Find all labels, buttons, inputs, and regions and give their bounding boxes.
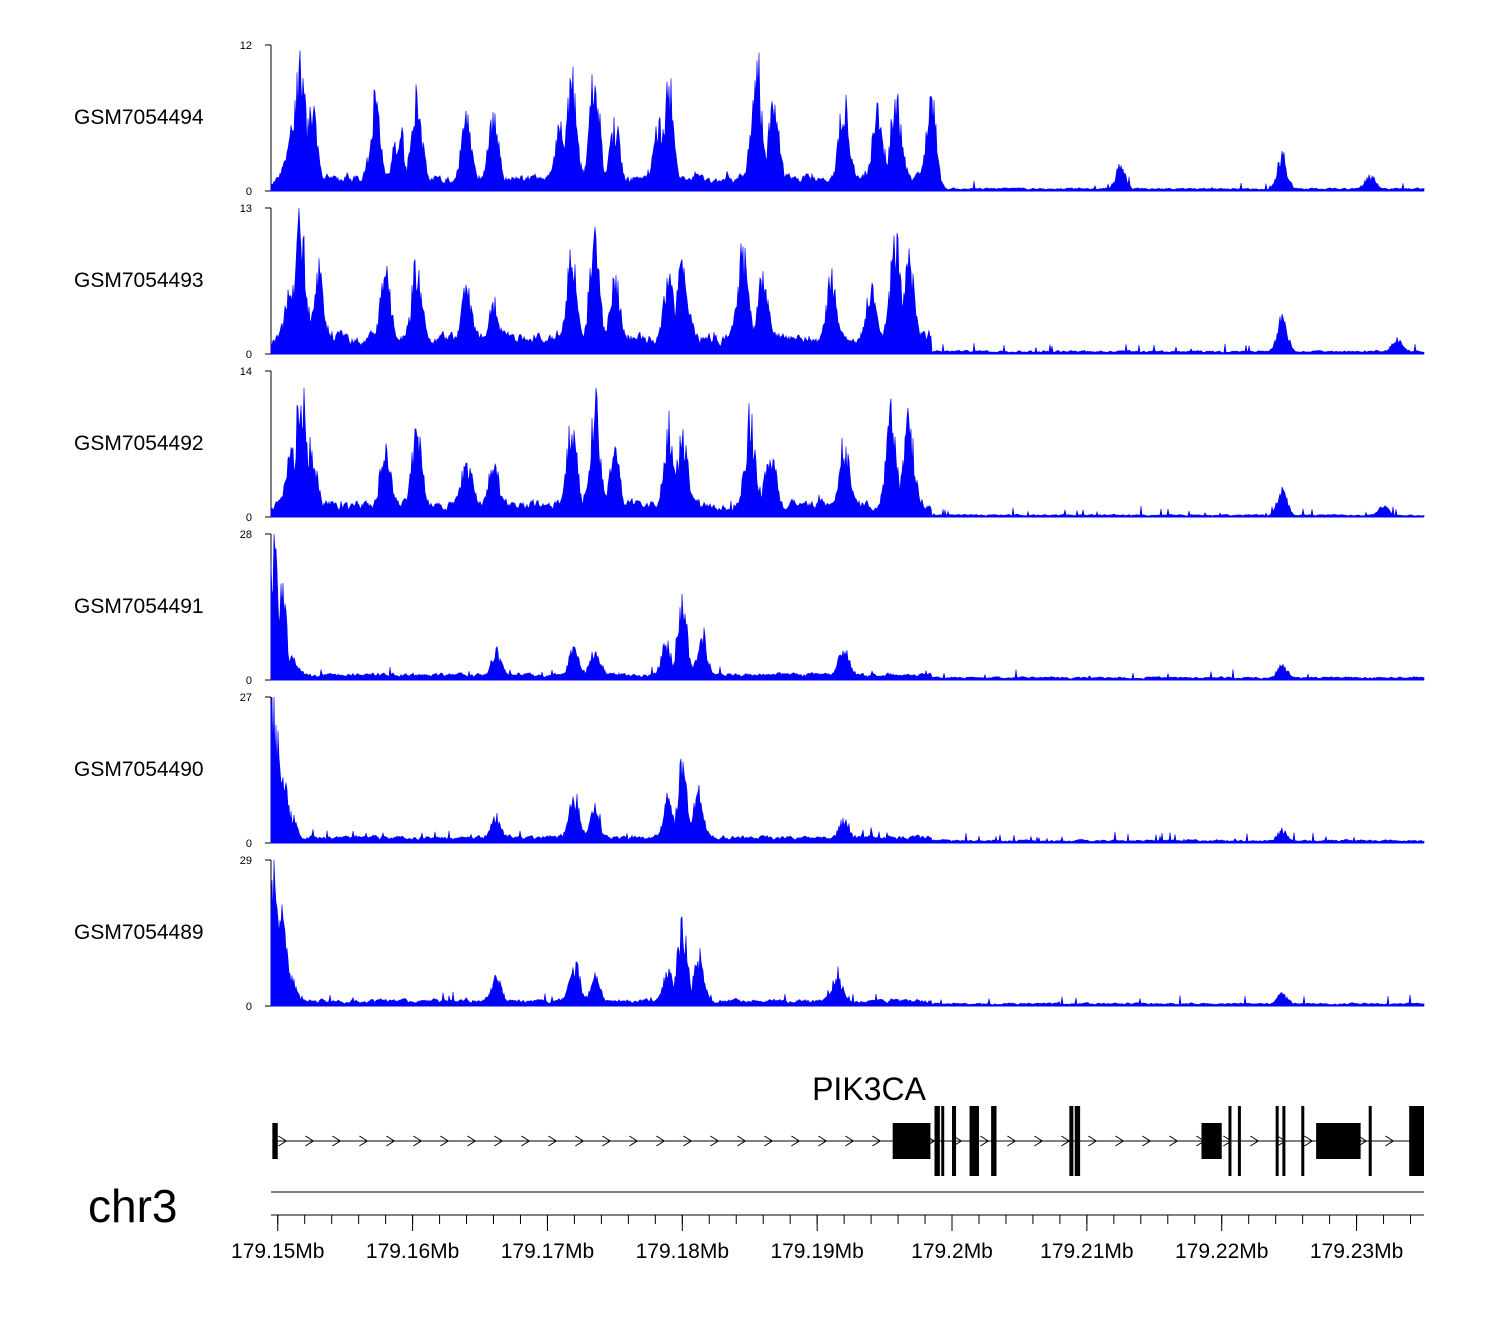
track-label: GSM7054491 xyxy=(74,595,204,618)
y-min-label: 0 xyxy=(246,1001,252,1013)
y-min-label: 0 xyxy=(246,838,252,850)
exon xyxy=(934,1106,940,1176)
strand-arrow xyxy=(1304,1135,1314,1147)
track-label: GSM7054492 xyxy=(74,432,204,455)
exon xyxy=(1368,1106,1372,1176)
axis-tick-label: 179.15Mb xyxy=(231,1240,324,1263)
axis-tick-label: 179.18Mb xyxy=(636,1240,729,1263)
coverage-area xyxy=(270,533,1425,681)
strand-arrow xyxy=(872,1135,882,1147)
strand-arrow xyxy=(1169,1135,1179,1147)
strand-arrow xyxy=(305,1135,315,1147)
strand-arrow xyxy=(359,1135,369,1147)
coverage-area xyxy=(270,696,1425,844)
track-label: GSM7054489 xyxy=(74,921,204,944)
strand-arrow xyxy=(1250,1135,1260,1147)
strand-arrow xyxy=(737,1135,747,1147)
y-min-label: 0 xyxy=(246,675,252,687)
coverage-track: GSM7054491 28 0 xyxy=(74,529,1425,687)
strand-arrow xyxy=(683,1135,693,1147)
chromosome-label: chr3 xyxy=(88,1180,177,1232)
strand-arrow xyxy=(1142,1135,1152,1147)
y-min-label: 0 xyxy=(246,349,252,361)
coverage-tracks: GSM7054494120GSM7054493130GSM7054492140G… xyxy=(74,40,1425,1013)
track-label: GSM7054490 xyxy=(74,758,204,781)
track-label: GSM7054494 xyxy=(74,106,204,129)
axis-tick-label: 179.19Mb xyxy=(770,1240,863,1263)
strand-arrow xyxy=(1358,1135,1368,1147)
y-min-label: 0 xyxy=(246,186,252,198)
exon xyxy=(941,1106,945,1176)
genome-axis: chr3 179.15Mb 179.16Mb 179.17Mb 179.18Mb 179… xyxy=(88,1180,1424,1263)
strand-arrow xyxy=(656,1135,666,1147)
exon xyxy=(952,1106,957,1176)
strand-arrow xyxy=(1088,1135,1098,1147)
axis-tick-label: 179.21Mb xyxy=(1040,1240,1133,1263)
exon xyxy=(1301,1106,1305,1176)
strand-arrow xyxy=(818,1135,828,1147)
y-max-label: 27 xyxy=(240,692,252,704)
strand-arrow xyxy=(1007,1135,1017,1147)
strand-arrow xyxy=(845,1135,855,1147)
y-max-label: 28 xyxy=(240,529,252,541)
axis-tick-label: 179.22Mb xyxy=(1175,1240,1268,1263)
exon xyxy=(1316,1123,1361,1159)
exon xyxy=(1409,1106,1413,1176)
strand-arrow xyxy=(791,1135,801,1147)
y-min-label: 0 xyxy=(246,512,252,524)
strand-arrow xyxy=(440,1135,450,1147)
exon xyxy=(1228,1106,1232,1176)
axis-tick-label: 179.2Mb xyxy=(911,1240,993,1263)
strand-arrow xyxy=(629,1135,639,1147)
axis-tick-label: 179.23Mb xyxy=(1310,1240,1403,1263)
track-label: GSM7054493 xyxy=(74,269,204,292)
y-max-label: 13 xyxy=(240,203,252,215)
coverage-area xyxy=(270,387,1425,518)
axis-tick-label: 179.16Mb xyxy=(366,1240,459,1263)
coverage-area xyxy=(270,50,1425,192)
coverage-area xyxy=(270,859,1425,1007)
exon xyxy=(1201,1123,1222,1159)
axis-tick-label: 179.17Mb xyxy=(501,1240,594,1263)
coverage-track: GSM7054493 13 0 xyxy=(74,203,1425,361)
y-max-label: 12 xyxy=(240,40,252,52)
strand-arrow xyxy=(980,1135,990,1147)
exon xyxy=(1237,1106,1241,1176)
exon xyxy=(1282,1106,1286,1176)
y-max-label: 29 xyxy=(240,855,252,867)
coverage-track: GSM7054494 12 0 xyxy=(74,40,1425,198)
strand-arrow xyxy=(548,1135,558,1147)
exon xyxy=(892,1123,931,1159)
exon xyxy=(1411,1106,1424,1176)
strand-arrow xyxy=(602,1135,612,1147)
gene-track: PIK3CA xyxy=(272,1071,1424,1176)
exon xyxy=(272,1123,278,1159)
strand-arrow xyxy=(1034,1135,1044,1147)
strand-arrow xyxy=(332,1135,342,1147)
coverage-track: GSM7054489 29 0 xyxy=(74,855,1425,1013)
strand-arrow xyxy=(467,1135,477,1147)
strand-arrow xyxy=(278,1135,288,1147)
strand-arrow xyxy=(710,1135,720,1147)
gene-name-label: PIK3CA xyxy=(812,1071,926,1107)
strand-arrow xyxy=(494,1135,504,1147)
exon xyxy=(969,1106,979,1176)
exon xyxy=(1074,1106,1081,1176)
strand-arrow xyxy=(521,1135,531,1147)
exon xyxy=(1069,1106,1074,1176)
strand-arrow xyxy=(386,1135,396,1147)
exon xyxy=(1275,1106,1279,1176)
strand-arrow xyxy=(1385,1135,1395,1147)
strand-arrow xyxy=(764,1135,774,1147)
coverage-track: GSM7054490 27 0 xyxy=(74,692,1425,850)
strand-arrow xyxy=(413,1135,423,1147)
exon xyxy=(991,1106,997,1176)
coverage-track: GSM7054492 14 0 xyxy=(74,366,1425,524)
strand-arrow xyxy=(1115,1135,1125,1147)
y-max-label: 14 xyxy=(240,366,252,378)
coverage-area xyxy=(270,207,1425,355)
strand-arrow xyxy=(575,1135,585,1147)
